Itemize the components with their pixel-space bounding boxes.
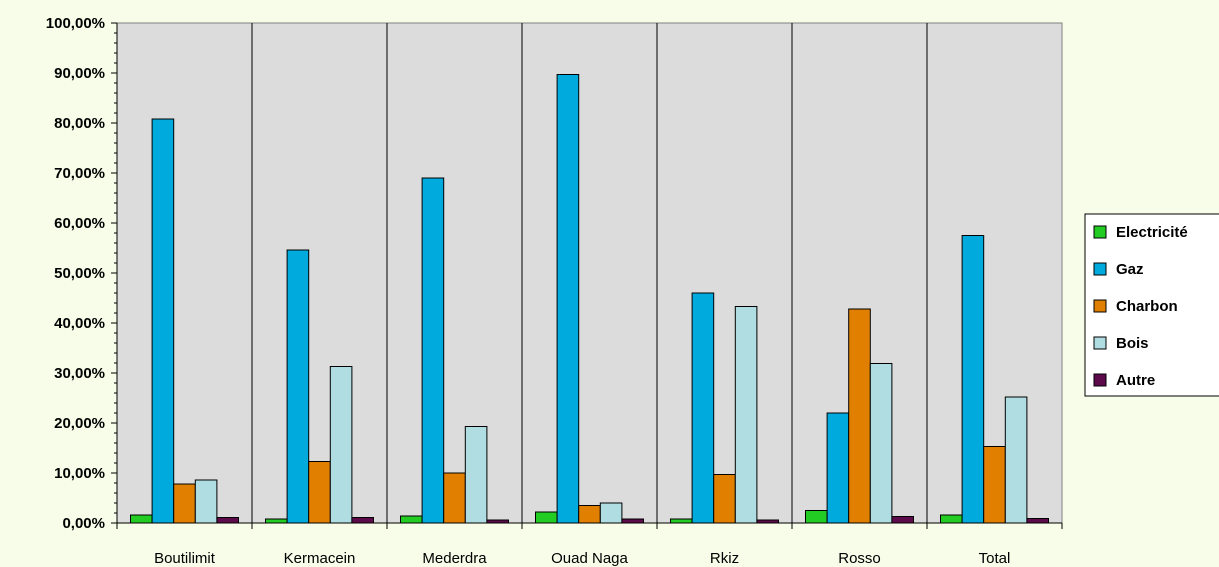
legend-swatch-charbon	[1093, 299, 1107, 313]
y-axis: 0,00% 10,00% 20,00% 30,00% 40,00% 50,00% 60,00…	[46, 15, 118, 532]
legend-label-autre: Autre	[1116, 372, 1155, 389]
legend-swatch-autre	[1093, 373, 1107, 387]
y-tick-label: 10,00%	[54, 465, 105, 482]
category-separators	[251, 23, 928, 523]
bar-charbon-boutilimit	[173, 483, 196, 524]
y-tick-label: 0,00%	[62, 515, 105, 532]
y-tick-label: 30,00%	[54, 365, 105, 382]
bar-gaz-mederdra	[421, 177, 445, 524]
x-tick-label: Kermacein	[284, 550, 356, 567]
bar-bois-total	[1004, 396, 1028, 524]
legend-label-electricit: Electricité	[1116, 224, 1188, 241]
y-tick-label: 90,00%	[54, 65, 105, 82]
bar-autre-ouadnaga	[621, 518, 645, 524]
y-tick-label: 40,00%	[54, 315, 105, 332]
bar-charbon-total	[983, 446, 1006, 524]
bar-bois-kermacein	[329, 366, 353, 524]
bar-electricit-total	[940, 514, 963, 524]
bar-autre-boutilimit	[216, 517, 239, 524]
legend-label-charbon: Charbon	[1116, 298, 1178, 315]
bar-charbon-rosso	[848, 308, 871, 524]
bar-bois-mederdra	[464, 426, 488, 524]
y-tick-label: 60,00%	[54, 215, 105, 232]
legend: Electricité Gaz Charbon Bois Autre	[1084, 213, 1219, 397]
legend-label-gaz: Gaz	[1116, 261, 1144, 278]
x-tick-label: Ouad Naga	[551, 550, 628, 567]
plot-area	[116, 22, 1063, 524]
bar-bois-rosso	[869, 363, 893, 524]
bar-gaz-boutilimit	[151, 118, 175, 524]
x-tick-label: Mederdra	[422, 550, 487, 567]
bar-autre-kermacein	[351, 517, 374, 524]
bar-charbon-mederdra	[443, 472, 466, 524]
bar-gaz-total	[961, 235, 985, 524]
bar-gaz-kermacein	[286, 249, 310, 524]
bar-gaz-rkiz	[691, 292, 715, 524]
y-tick-label: 80,00%	[54, 115, 105, 132]
bar-charbon-kermacein	[308, 461, 331, 524]
bar-gaz-rosso	[826, 412, 850, 524]
legend-swatch-gaz	[1093, 262, 1107, 276]
bar-bois-rkiz	[734, 306, 758, 524]
bar-electricit-kermacein	[265, 518, 288, 524]
bar-electricit-rkiz	[670, 518, 693, 524]
y-tick-label: 100,00%	[46, 15, 105, 32]
legend-label-bois: Bois	[1116, 335, 1149, 352]
x-axis: Boutilimit Kermacein Mederdra Ouad Naga Rkiz…	[116, 522, 1063, 567]
bar-electricit-mederdra	[400, 515, 423, 524]
bar-bois-ouadnaga	[599, 502, 623, 524]
bar-charbon-ouadnaga	[578, 505, 601, 524]
y-tick-label: 50,00%	[54, 265, 105, 282]
bar-autre-total	[1026, 518, 1050, 524]
bar-electricit-ouadnaga	[535, 511, 558, 524]
legend-swatch-electricit	[1093, 225, 1107, 239]
y-tick-label: 20,00%	[54, 415, 105, 432]
bar-gaz-ouadnaga	[556, 74, 580, 524]
legend-swatch-bois	[1093, 336, 1107, 350]
bar-electricit-rosso	[805, 510, 828, 524]
y-tick-label: 70,00%	[54, 165, 105, 182]
legend-box	[1084, 213, 1219, 397]
bar-bois-boutilimit	[194, 479, 218, 524]
x-tick-label: Boutilimit	[154, 550, 216, 567]
x-tick-label: Rosso	[838, 550, 881, 567]
bar-charbon-rkiz	[713, 474, 736, 524]
bar-autre-rosso	[891, 516, 915, 524]
x-tick-label: Total	[979, 550, 1011, 567]
x-tick-label: Rkiz	[710, 550, 739, 567]
bar-electricit-boutilimit	[130, 514, 153, 524]
